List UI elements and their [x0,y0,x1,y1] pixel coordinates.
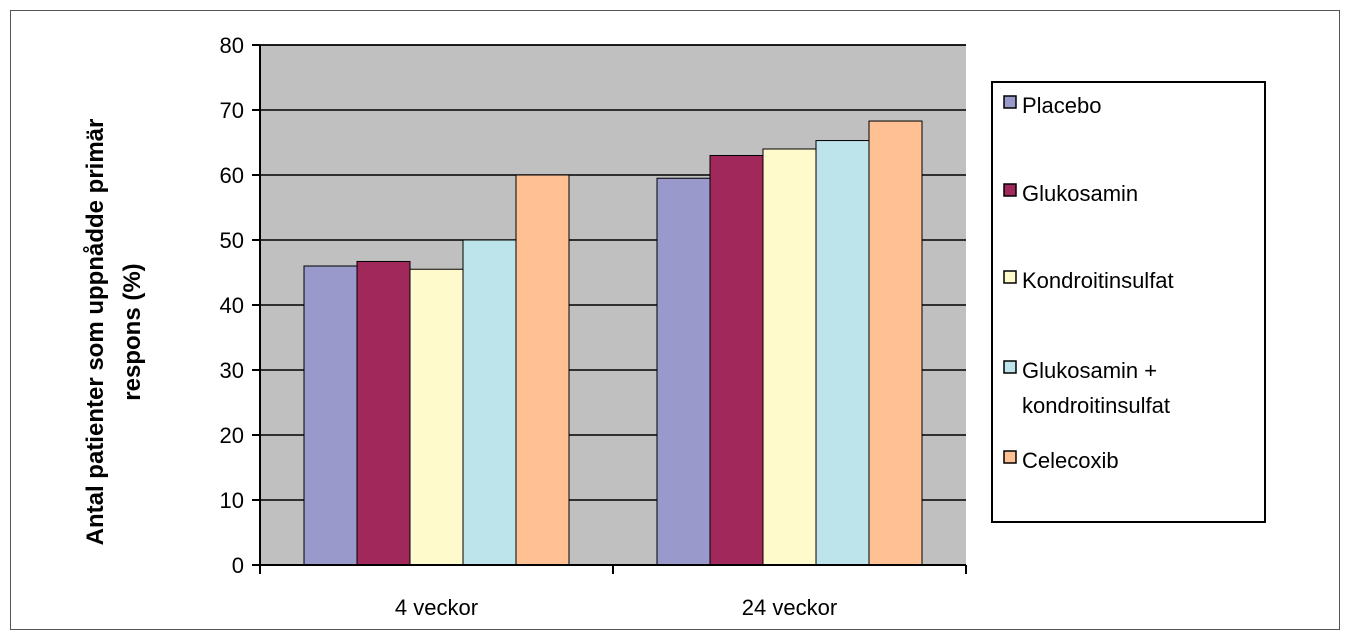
y-tick-label: 10 [220,488,244,513]
y-tick-label: 40 [220,293,244,318]
bars [303,120,923,566]
legend-swatch [1003,183,1017,197]
y-tick-label: 0 [232,553,244,578]
legend: Placebo Glukosamin Kondroitinsulfat Glukosa… [991,81,1266,523]
axes [252,44,967,574]
y-tick-label: 50 [220,228,244,253]
legend-label: Glukosamin [1022,181,1138,206]
y-axis-label-line: Antal patienter som uppnådde primär [82,119,109,546]
bar-kondroitinsulfat-0 [409,268,464,566]
x-tick-label: 24 veckor [742,595,837,620]
legend-label: kondroitinsulfat [1022,393,1170,418]
legend-swatch [1003,450,1017,464]
bar-celecoxib-0 [515,174,570,566]
y-axis-label-line: respons (%) [119,263,146,400]
legend-label: Kondroitinsulfat [1022,268,1174,293]
y-axis-label: Antal patienter som uppnådde primär respo… [82,119,146,546]
bar-placebo-1 [656,177,711,566]
bar-glukosamin-kondroitinsulfat-0 [462,239,517,566]
y-tick-labels: 0 10 20 30 40 50 60 70 80 [220,33,244,578]
x-tick-labels: 4 veckor 24 veckor [395,595,837,620]
bar-placebo-0 [303,265,358,566]
bar-kondroitinsulfat-1 [762,148,817,566]
y-tick-label: 60 [220,163,244,188]
legend-box [991,81,1266,523]
bar-glukosamin-1 [709,155,764,566]
legend-label: Glukosamin + [1022,358,1157,383]
y-tick-label: 70 [220,98,244,123]
bar-celecoxib-1 [868,120,923,566]
y-tick-label: 30 [220,358,244,383]
chart-frame [10,10,1340,630]
bar-glukosamin-0 [356,260,411,566]
legend-swatch [1003,270,1017,284]
legend-swatch [1003,95,1017,109]
legend-label: Celecoxib [1022,448,1119,473]
legend-label: Placebo [1022,93,1102,118]
y-tick-label: 80 [220,33,244,58]
bar-glukosamin-kondroitinsulfat-1 [815,140,870,566]
x-tick-label: 4 veckor [395,595,478,620]
legend-swatch [1003,360,1017,374]
y-tick-label: 20 [220,423,244,448]
